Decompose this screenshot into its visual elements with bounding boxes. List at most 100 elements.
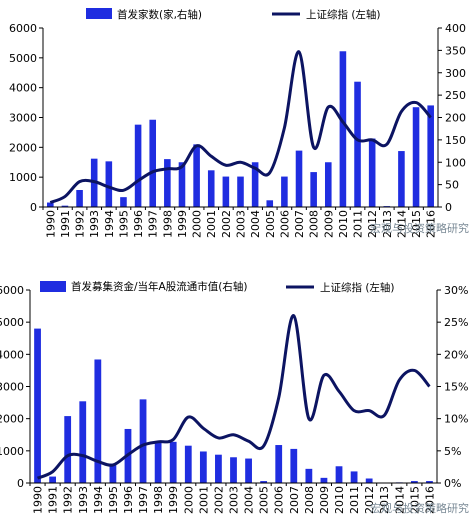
right-tick-label: 0% <box>444 477 461 490</box>
left-tick-label: 3000 <box>0 381 24 394</box>
bar <box>412 107 420 207</box>
x-tick-label: 2002 <box>220 210 233 238</box>
bar <box>184 445 192 483</box>
bar <box>222 176 230 207</box>
chart-2-watermark: 宏观与投资策略研究 <box>370 501 469 515</box>
right-tick-label: 250 <box>445 89 466 102</box>
x-tick-label: 2014 <box>395 210 408 238</box>
chart-1-bars <box>47 51 434 207</box>
right-tick-label: 10% <box>444 413 468 426</box>
bar <box>193 144 200 207</box>
bar <box>266 200 274 207</box>
x-tick-label: 1994 <box>92 486 105 514</box>
left-tick-label: 1000 <box>9 171 37 184</box>
bar <box>281 176 288 207</box>
right-tick-label: 200 <box>445 112 466 125</box>
x-tick-label: 2014 <box>393 486 406 514</box>
bar <box>207 170 215 207</box>
right-tick-label: 0 <box>445 201 452 214</box>
x-tick-label: 2001 <box>197 486 210 514</box>
right-tick-label: 25% <box>444 316 468 329</box>
x-tick-label: 2002 <box>212 486 225 514</box>
chart-1-legend-line-label: 上证综指 (左轴) <box>306 8 381 21</box>
bar <box>320 477 328 483</box>
bar <box>365 478 373 483</box>
x-tick-label: 1992 <box>74 210 87 238</box>
x-tick-label: 2012 <box>363 486 376 514</box>
bar <box>134 124 142 207</box>
chart-1-legend: 首发家数(家,右轴) 上证综指 (左轴) <box>86 8 381 21</box>
x-tick-label: 2016 <box>423 486 436 514</box>
bar <box>295 150 303 207</box>
x-tick-label: 2005 <box>258 486 271 514</box>
left-tick-label: 1000 <box>0 445 24 458</box>
bar <box>290 448 298 483</box>
left-tick-label: 4000 <box>0 348 24 361</box>
bar <box>49 476 56 483</box>
x-tick-label: 2011 <box>352 210 365 238</box>
x-tick-label: 1990 <box>32 486 45 514</box>
left-tick-label: 6000 <box>9 22 37 35</box>
bar <box>411 481 418 483</box>
bar <box>237 176 244 207</box>
bar <box>105 161 113 207</box>
chart-1-right-ticks: 0 50 100 150 200 250 300 350 400 <box>438 22 466 214</box>
bar <box>178 162 186 207</box>
right-tick-label: 350 <box>445 44 466 57</box>
chart-1: 0 1000 2000 3000 4000 5000 6000 0 50 100 150 200 25… <box>9 8 469 238</box>
x-tick-label: 2006 <box>278 210 291 238</box>
left-tick-label: 6000 <box>0 284 24 297</box>
x-tick-label: 1996 <box>122 486 135 514</box>
x-tick-label: 1997 <box>137 486 150 514</box>
left-tick-label: 4000 <box>9 82 37 95</box>
x-tick-label: 1993 <box>77 486 90 514</box>
chart-2-legend-line-label: 上证综指 (左轴) <box>320 281 395 294</box>
chart-2-right-ticks: 0% 5% 10% 15% 20% 25% 30% <box>437 284 468 490</box>
right-tick-label: 400 <box>445 22 466 35</box>
x-tick-label: 2007 <box>288 486 301 514</box>
bar <box>368 138 376 207</box>
chart-2-line <box>36 314 431 480</box>
x-tick-label: 1995 <box>117 210 130 238</box>
left-tick-label: 5000 <box>0 316 24 329</box>
chart-2-legend-bar-swatch <box>40 281 66 292</box>
left-tick-label: 0 <box>17 477 24 490</box>
chart-2-legend-bar-label: 首发募集资金/当年A股流通市值(右轴) <box>71 280 247 293</box>
x-tick-label: 1998 <box>161 210 174 238</box>
right-tick-label: 15% <box>444 381 468 394</box>
bar <box>120 197 127 207</box>
right-tick-label: 50 <box>445 179 459 192</box>
x-tick-label: 2000 <box>191 210 204 238</box>
x-tick-label: 1991 <box>47 486 60 514</box>
bar <box>251 162 259 207</box>
x-tick-label: 2008 <box>308 210 321 238</box>
x-tick-label: 2010 <box>333 486 346 514</box>
chart-2: 0 1000 2000 3000 4000 5000 6000 0% 5% 10% 15% 20% 2… <box>0 280 469 515</box>
x-tick-label: 2012 <box>366 210 379 238</box>
bar <box>398 151 405 207</box>
left-tick-label: 2000 <box>9 141 37 154</box>
x-tick-label: 1995 <box>107 486 120 514</box>
chart-1-legend-bar-swatch <box>86 8 112 19</box>
x-tick-label: 2009 <box>318 486 331 514</box>
x-tick-label: 1990 <box>44 210 57 238</box>
chart-1-legend-bar-label: 首发家数(家,右轴) <box>117 8 202 21</box>
bar <box>34 328 41 483</box>
x-tick-label: 2016 <box>425 210 438 238</box>
chart-2-legend: 首发募集资金/当年A股流通市值(右轴) 上证综指 (左轴) <box>40 280 395 294</box>
bar <box>310 172 317 207</box>
bar <box>215 454 222 483</box>
x-tick-label: 2013 <box>378 486 391 514</box>
bar <box>149 119 157 207</box>
bar <box>64 416 72 483</box>
right-tick-label: 300 <box>445 67 466 80</box>
chart-1-line <box>49 50 432 204</box>
bar <box>350 471 358 483</box>
right-tick-label: 100 <box>445 156 466 169</box>
chart-2-bars <box>34 328 433 483</box>
x-tick-label: 2013 <box>381 210 394 238</box>
x-tick-label: 1998 <box>152 486 165 514</box>
bar <box>426 481 433 483</box>
bar <box>275 445 283 483</box>
